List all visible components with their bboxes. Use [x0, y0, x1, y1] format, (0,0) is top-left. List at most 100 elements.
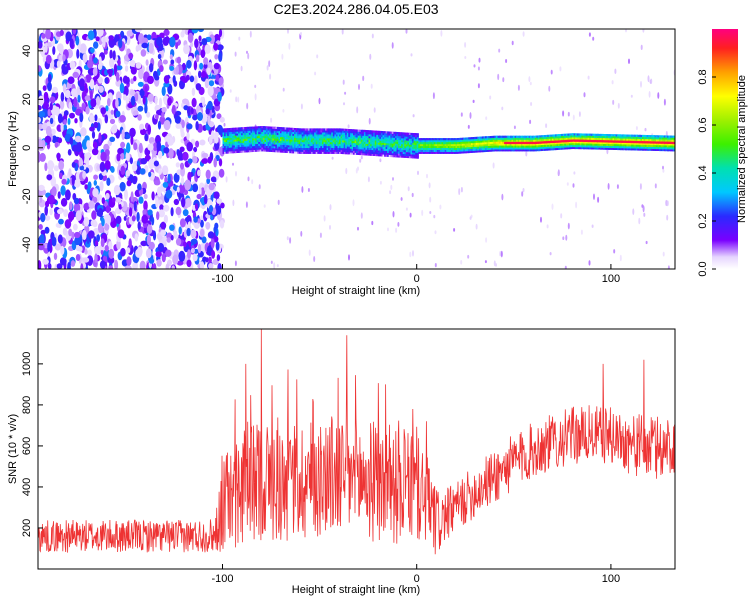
- heatmap-cell: [446, 149, 449, 152]
- heatmap-cell: [401, 155, 404, 158]
- heatmap-cell: [603, 134, 606, 137]
- spectrogram-frame: [37, 28, 676, 270]
- heatmap-cell: [317, 149, 320, 152]
- heatmap-cell: [312, 136, 315, 139]
- heatmap-cell: [110, 109, 115, 115]
- heatmap-cell: [309, 132, 312, 135]
- heatmap-cell: [566, 139, 569, 143]
- heatmap-cell: [620, 136, 623, 139]
- heatmap-cell: [83, 202, 90, 211]
- heatmap-cell: [643, 146, 646, 149]
- heatmap-cell: [298, 138, 301, 141]
- heatmap-cell: [280, 133, 283, 136]
- heatmap-cell: [502, 135, 505, 138]
- heatmap-cell: [290, 135, 294, 138]
- heatmap-cell: [298, 134, 301, 137]
- heatmap-cell: [316, 54, 319, 59]
- heatmap-cell: [365, 137, 368, 140]
- heatmap-cell: [68, 168, 72, 177]
- heatmap-cell: [649, 137, 652, 140]
- heatmap-cell: [307, 147, 311, 150]
- heatmap-cell: [283, 150, 286, 153]
- heatmap-cell: [544, 146, 547, 149]
- heatmap-cell: [495, 143, 499, 146]
- heatmap-cell: [430, 145, 433, 148]
- heatmap-cell: [531, 145, 534, 148]
- heatmap-cell: [217, 91, 222, 102]
- heatmap-cell: [154, 95, 158, 105]
- heatmap-cell: [200, 96, 205, 104]
- heatmap-cell: [416, 154, 419, 157]
- heatmap-cell: [466, 143, 469, 146]
- heatmap-cell: [497, 147, 500, 150]
- heatmap-cell: [368, 145, 371, 148]
- heatmap-cell: [287, 143, 290, 146]
- snr-x-label: Height of straight line (km): [292, 584, 420, 596]
- heatmap-cell: [562, 236, 565, 240]
- heatmap-cell: [119, 115, 126, 123]
- heatmap-cell: [656, 146, 659, 150]
- heatmap-cell: [224, 143, 227, 146]
- heatmap-cell: [391, 141, 394, 144]
- heatmap-cell: [391, 133, 394, 136]
- heatmap-cell: [575, 135, 578, 138]
- heatmap-cell: [367, 134, 370, 137]
- heatmap-cell: [436, 142, 440, 145]
- heatmap-cell: [488, 139, 491, 143]
- heatmap-cell: [410, 152, 413, 155]
- heatmap-cell: [531, 143, 534, 146]
- heatmap-cell: [408, 136, 412, 139]
- heatmap-cell: [393, 139, 396, 142]
- heatmap-cell: [621, 134, 624, 137]
- heatmap-cell: [401, 136, 404, 139]
- heatmap-cell: [300, 138, 303, 141]
- heatmap-cell: [396, 145, 399, 148]
- heatmap-cell: [494, 143, 497, 146]
- heatmap-cell: [396, 132, 399, 135]
- heatmap-cell: [357, 226, 359, 231]
- heatmap-cell: [606, 141, 609, 144]
- heatmap-cell: [433, 151, 436, 154]
- heatmap-cell: [489, 95, 492, 100]
- heatmap-cell: [480, 144, 483, 147]
- heatmap-cell: [370, 153, 373, 156]
- heatmap-cell: [373, 151, 376, 155]
- heatmap-cell: [656, 144, 659, 148]
- heatmap-cell: [255, 139, 258, 143]
- heatmap-cell: [245, 140, 248, 143]
- heatmap-cell: [429, 147, 432, 150]
- heatmap-cell: [175, 238, 182, 246]
- heatmap-cell: [576, 146, 579, 150]
- heatmap-cell: [328, 149, 331, 152]
- heatmap-cell: [491, 147, 494, 150]
- heatmap-cell: [38, 95, 45, 106]
- heatmap-cell: [595, 141, 598, 144]
- heatmap-cell: [225, 151, 228, 154]
- heatmap-cell: [466, 137, 469, 140]
- heatmap-cell: [578, 111, 581, 117]
- heatmap-cell: [370, 149, 373, 152]
- heatmap-cell: [348, 152, 351, 155]
- heatmap-cell: [163, 82, 170, 88]
- heatmap-cell: [371, 145, 374, 149]
- heatmap-cell: [94, 246, 101, 255]
- heatmap-cell: [139, 260, 146, 269]
- heatmap-cell: [300, 103, 303, 110]
- heatmap-cell: [541, 142, 544, 146]
- heatmap-cell: [407, 152, 410, 155]
- heatmap-cell: [640, 136, 643, 139]
- heatmap-cell: [468, 139, 471, 142]
- heatmap-cell: [332, 140, 335, 143]
- heatmap-cell: [118, 39, 123, 49]
- heatmap-cell: [608, 140, 611, 143]
- heatmap-cell: [600, 137, 603, 140]
- heatmap-cell: [441, 145, 444, 148]
- heatmap-cell: [513, 145, 516, 148]
- heatmap-cell: [472, 139, 475, 142]
- heatmap-cell: [427, 140, 430, 143]
- heatmap-cell: [495, 141, 499, 144]
- heatmap-cell: [388, 149, 391, 152]
- heatmap-cell: [555, 142, 558, 145]
- heatmap-cell: [382, 150, 385, 153]
- heatmap-cell: [244, 144, 247, 147]
